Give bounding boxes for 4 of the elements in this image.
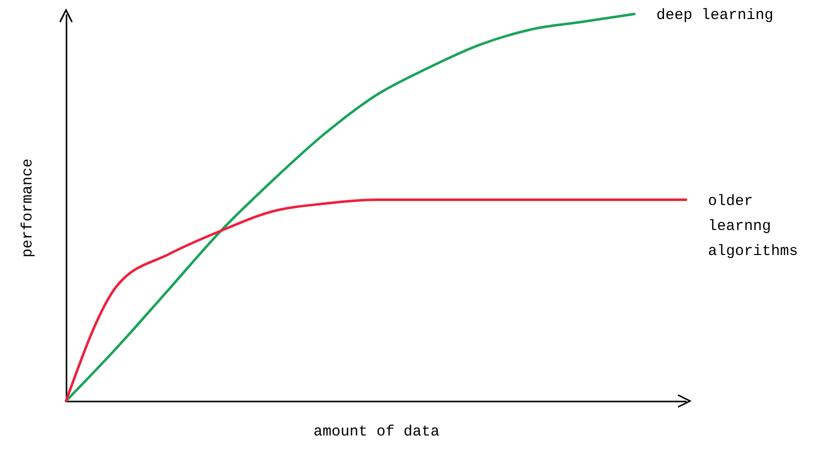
y-axis-title: performance	[20, 158, 36, 258]
series-label: older learnng algorithms	[708, 192, 798, 260]
x-axis-title: amount of data	[313, 424, 440, 440]
series-label: deep learning	[656, 7, 774, 24]
